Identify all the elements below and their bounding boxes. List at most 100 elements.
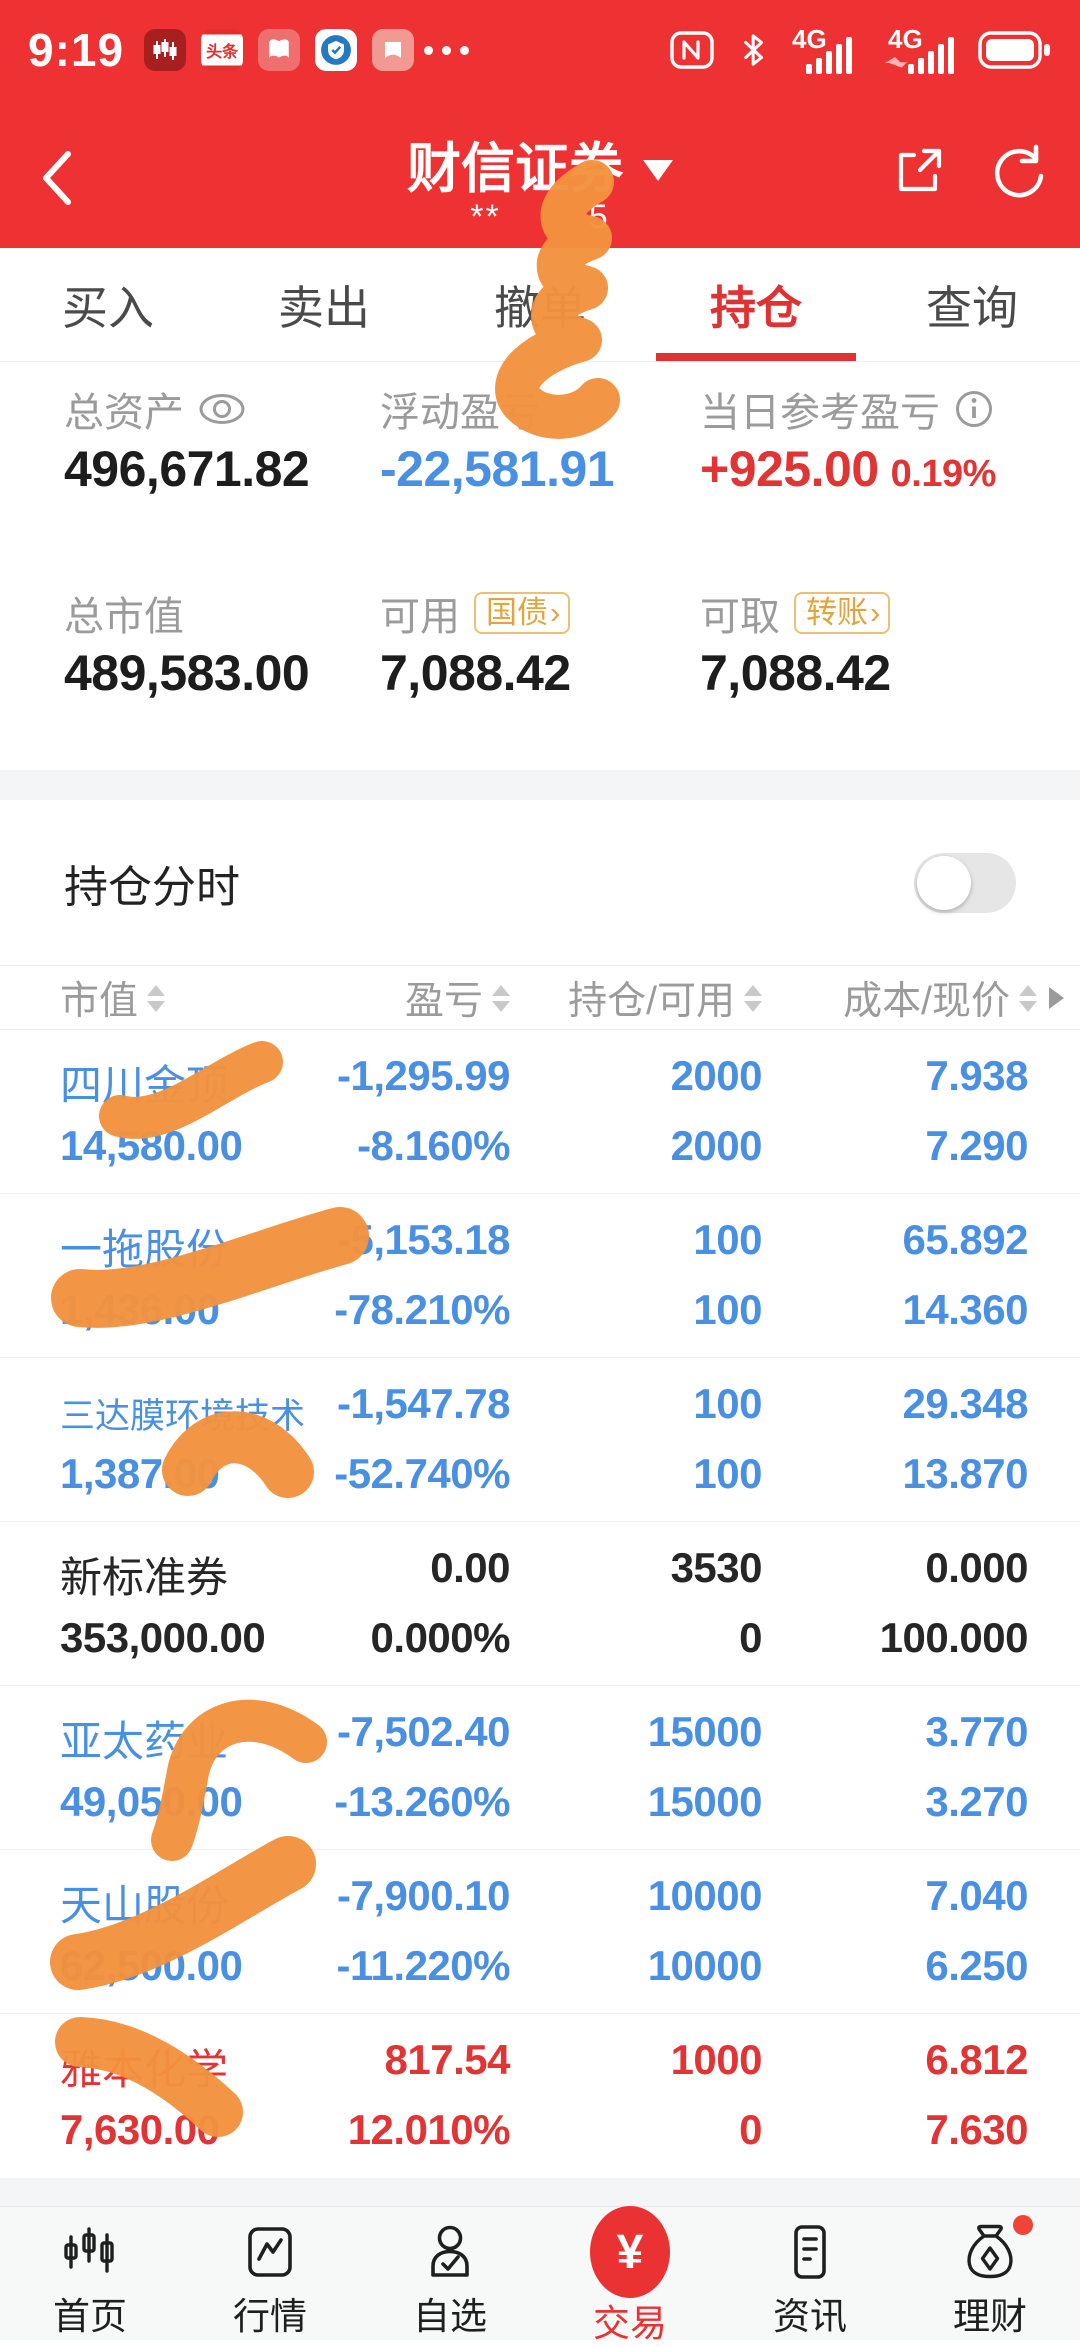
pl-value: -7,900.10 — [337, 1872, 510, 1919]
table-row[interactable]: 亚太药业 -7,502.40 15000 3.770 49,050.00 -13… — [0, 1686, 1080, 1850]
info-icon[interactable] — [954, 389, 994, 429]
intraday-toggle[interactable] — [914, 852, 1016, 913]
col-market-value[interactable]: 市值 — [60, 966, 166, 1030]
cost-value: 6.812 — [925, 2036, 1028, 2083]
available-value: 0 — [739, 2106, 762, 2153]
available-value: 2000 — [670, 1122, 763, 1169]
col-cost-price[interactable]: 成本/现价 — [843, 966, 1064, 1030]
available-label: 可用 国债 › — [380, 584, 571, 642]
refresh-icon[interactable] — [988, 142, 1046, 200]
moneybag-icon — [959, 2213, 1033, 2290]
col-pl[interactable]: 盈亏 — [405, 966, 510, 1030]
intraday-row: 持仓分时 — [0, 800, 1080, 966]
pl-percent: -78.210% — [334, 1286, 510, 1333]
day-pl-value: +925.00 0.19% — [700, 441, 997, 497]
treasury-badge[interactable]: 国债 › — [474, 592, 571, 634]
withdrawable-value: 7,088.42 — [700, 645, 891, 701]
position-value: 2000 — [670, 1052, 763, 1099]
tab-buy[interactable]: 买入 — [62, 281, 154, 334]
position-value: 10000 — [647, 1872, 763, 1919]
toutiao-app-icon: 头条 — [201, 29, 244, 71]
nav-wealth[interactable]: 理财 — [900, 2207, 1080, 2340]
stock-name: 天山股份 — [60, 1882, 229, 1929]
stock-name: 雅本化学 — [60, 2046, 229, 2093]
position-value: 1000 — [670, 2036, 763, 2083]
cost-value: 7.938 — [925, 1052, 1028, 1099]
chevron-right-icon: › — [870, 595, 881, 630]
nav-news[interactable]: 资讯 — [720, 2207, 900, 2340]
signal-4g-icon-1: 4G — [792, 24, 852, 74]
cost-value: 7.040 — [925, 1872, 1028, 1919]
trade-tab-bar: 买入 卖出 撤单 持仓 查询 — [0, 248, 1080, 362]
svg-text:4G: 4G — [792, 24, 827, 54]
tab-cancel-order[interactable]: 撤单 — [494, 281, 586, 334]
broker-selector[interactable]: 财信证券 — [120, 124, 960, 203]
available-value: 10000 — [647, 1942, 763, 1989]
market-value-value: 489,583.00 — [64, 645, 310, 701]
pl-percent: 0.000% — [370, 1614, 511, 1661]
position-value: 100 — [693, 1380, 762, 1427]
chevron-down-icon — [643, 160, 673, 181]
market-value: 353,000.00 — [60, 1614, 266, 1661]
market-value: 1,436.00 — [60, 1286, 220, 1333]
yuan-icon: ¥ — [590, 2206, 670, 2298]
nav-watchlist[interactable]: 自选 — [360, 2207, 540, 2340]
col-position[interactable]: 持仓/可用 — [568, 966, 762, 1030]
holdings-table-header: 市值 盈亏 持仓/可用 成本/现价 — [0, 966, 1080, 1030]
signal-4g-icon-2: 4G — [885, 24, 954, 74]
tab-holdings[interactable]: 持仓 — [648, 248, 864, 361]
table-row[interactable]: 三达膜环境技术 -1,547.78 100 29.348 1,387.00 -5… — [0, 1358, 1080, 1522]
day-pl-label: 当日参考盈亏 — [700, 380, 994, 438]
candlestick-icon — [59, 2213, 121, 2290]
market-value-label: 总市值 — [64, 595, 184, 639]
nav-quotes[interactable]: 行情 — [180, 2207, 360, 2340]
table-row[interactable]: 一拖股份 -5,153.18 100 65.892 1,436.00 -78.2… — [0, 1194, 1080, 1358]
page-title: 财信证券 — [407, 139, 623, 199]
security-app-icon — [315, 29, 358, 71]
tab-query[interactable]: 查询 — [926, 281, 1018, 334]
price-value: 6.250 — [925, 1942, 1028, 1989]
chevron-right-icon: › — [550, 595, 561, 630]
sort-icon — [744, 984, 762, 1012]
price-value: 3.270 — [925, 1778, 1028, 1825]
table-row[interactable]: 四川金顶 -1,295.99 2000 7.938 14,580.00 -8.1… — [0, 1030, 1080, 1194]
market-value: 1,387.00 — [60, 1450, 220, 1497]
float-pl-value: -22,581.91 — [380, 441, 615, 497]
bluetooth-icon — [744, 34, 763, 66]
position-value: 3530 — [670, 1544, 763, 1591]
table-row[interactable]: 新标准券 0.00 3530 0.000 353,000.00 0.000% 0… — [0, 1522, 1080, 1686]
available-value: 100 — [693, 1286, 762, 1333]
bottom-nav: 首页 行情 自选 ¥ 交易 资讯 — [0, 2206, 1080, 2344]
tab-sell[interactable]: 卖出 — [278, 281, 370, 334]
notification-app-icons: 头条 — [144, 29, 415, 71]
stock-name: 三达膜环境技术 — [60, 1397, 306, 1436]
eye-icon[interactable] — [198, 392, 246, 426]
price-value: 7.630 — [925, 2106, 1028, 2153]
transfer-badge[interactable]: 转账 › — [794, 592, 891, 634]
market-value: 62,500.00 — [60, 1942, 243, 1989]
account-number-masked: ** 5 — [470, 198, 610, 236]
book-app-icon — [258, 29, 301, 71]
toggle-knob — [917, 855, 971, 910]
notification-dot — [1013, 2215, 1033, 2235]
price-value: 13.870 — [902, 1450, 1029, 1497]
pl-value: 817.54 — [384, 2036, 511, 2083]
more-columns-icon[interactable] — [1049, 987, 1064, 1009]
day-pl-percent: 0.19% — [890, 453, 997, 495]
pl-value: -7,502.40 — [337, 1708, 510, 1755]
table-row[interactable]: 雅本化学 817.54 1000 6.812 7,630.00 12.010% … — [0, 2014, 1080, 2178]
person-icon — [419, 2213, 481, 2290]
news-icon — [779, 2213, 841, 2290]
nav-trade[interactable]: ¥ 交易 — [540, 2206, 720, 2344]
withdrawable-label: 可取 转账 › — [700, 584, 891, 642]
asset-summary: 总资产 496,671.82 浮动盈亏 -22,581.91 当日参考盈亏 +9… — [0, 362, 1080, 770]
stock-name: 一拖股份 — [60, 1226, 229, 1273]
back-button[interactable] — [36, 146, 80, 210]
table-row[interactable]: 天山股份 -7,900.10 10000 7.040 62,500.00 -11… — [0, 1850, 1080, 2014]
active-tab-underline — [656, 353, 856, 361]
cost-value: 29.348 — [902, 1380, 1029, 1427]
nav-home[interactable]: 首页 — [0, 2207, 180, 2340]
available-value: 7,088.42 — [380, 645, 571, 701]
total-assets-value: 496,671.82 — [64, 441, 310, 497]
share-icon[interactable] — [890, 142, 948, 200]
